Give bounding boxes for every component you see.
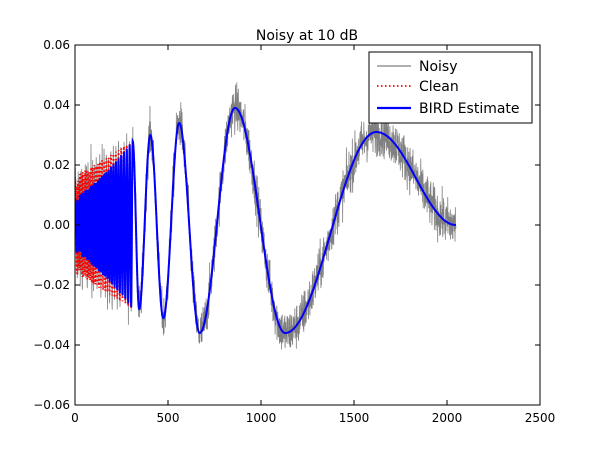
bird-estimate-series bbox=[75, 106, 456, 335]
legend-estimate-label: BIRD Estimate bbox=[419, 101, 520, 117]
y-tick-label: −0.04 bbox=[33, 338, 70, 352]
chart-title: Noisy at 10 dB bbox=[256, 28, 358, 44]
y-tick-label: 0.04 bbox=[43, 98, 70, 112]
x-tick-label: 500 bbox=[157, 411, 180, 425]
x-tick-label: 0 bbox=[71, 411, 79, 425]
y-tick-label: 0.06 bbox=[43, 38, 70, 52]
y-tick-label: −0.02 bbox=[33, 278, 70, 292]
x-tick-label: 2000 bbox=[432, 411, 463, 425]
x-axis: 0 500 1000 1500 2000 2500 bbox=[71, 45, 555, 425]
y-tick-label: 0.00 bbox=[43, 218, 70, 232]
y-tick-label: −0.06 bbox=[33, 398, 70, 412]
y-tick-label: 0.02 bbox=[43, 158, 70, 172]
bird-estimate-line bbox=[75, 106, 456, 335]
legend-noisy-label: Noisy bbox=[419, 59, 458, 75]
legend-clean-label: Clean bbox=[419, 79, 459, 95]
legend-box bbox=[368, 51, 533, 124]
x-tick-label: 1500 bbox=[339, 411, 370, 425]
legend: Noisy Clean BIRD Estimate bbox=[368, 51, 533, 124]
y-axis: 0.06 0.04 0.02 0.00 −0.02 −0.04 −0.06 bbox=[33, 38, 540, 412]
x-tick-label: 1000 bbox=[246, 411, 277, 425]
x-tick-label: 2500 bbox=[525, 411, 556, 425]
